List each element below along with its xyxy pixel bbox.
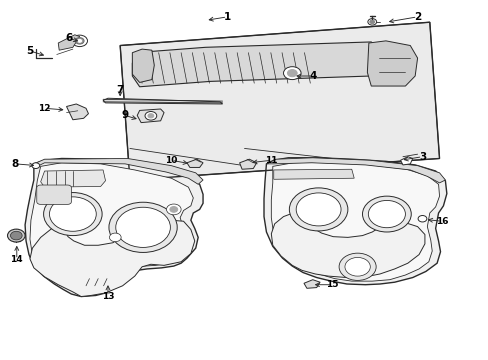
Polygon shape	[186, 159, 203, 167]
Circle shape	[344, 257, 369, 276]
Circle shape	[287, 69, 297, 77]
Text: 1: 1	[224, 12, 231, 22]
Polygon shape	[400, 157, 412, 165]
Polygon shape	[271, 213, 424, 278]
Circle shape	[72, 35, 87, 46]
Polygon shape	[366, 41, 417, 86]
Circle shape	[283, 67, 301, 80]
Polygon shape	[30, 215, 194, 297]
Circle shape	[109, 202, 177, 252]
Polygon shape	[239, 159, 256, 169]
Circle shape	[166, 204, 181, 215]
Circle shape	[116, 207, 170, 247]
Circle shape	[43, 193, 102, 235]
Polygon shape	[34, 158, 203, 184]
Polygon shape	[25, 158, 203, 297]
Text: 8: 8	[12, 159, 19, 169]
Circle shape	[301, 197, 335, 222]
Circle shape	[49, 197, 96, 231]
Polygon shape	[304, 280, 320, 288]
Circle shape	[78, 40, 81, 42]
Polygon shape	[271, 162, 439, 281]
Circle shape	[122, 212, 164, 243]
Text: 14: 14	[10, 255, 23, 264]
Circle shape	[338, 253, 375, 280]
Polygon shape	[30, 163, 193, 291]
Circle shape	[169, 207, 177, 212]
Polygon shape	[273, 169, 353, 179]
Circle shape	[7, 229, 25, 242]
Text: 9: 9	[121, 111, 128, 121]
Text: 11: 11	[264, 156, 277, 165]
Circle shape	[145, 112, 157, 120]
Polygon shape	[66, 104, 88, 120]
Circle shape	[148, 114, 154, 118]
Circle shape	[367, 201, 405, 228]
Text: 7: 7	[116, 85, 123, 95]
Polygon shape	[41, 170, 105, 187]
Circle shape	[362, 196, 410, 232]
Polygon shape	[132, 42, 378, 87]
Circle shape	[75, 38, 84, 44]
Circle shape	[109, 233, 121, 242]
Text: 2: 2	[413, 12, 420, 22]
Circle shape	[296, 193, 340, 226]
Text: 16: 16	[435, 217, 447, 226]
Circle shape	[417, 216, 426, 222]
Polygon shape	[266, 158, 445, 183]
Circle shape	[289, 188, 347, 231]
Polygon shape	[264, 158, 446, 285]
Text: 10: 10	[165, 156, 177, 165]
Circle shape	[369, 20, 374, 24]
Polygon shape	[132, 49, 154, 82]
Text: 3: 3	[418, 152, 425, 162]
Circle shape	[10, 231, 22, 240]
Polygon shape	[120, 22, 439, 180]
Polygon shape	[137, 109, 163, 123]
Text: 4: 4	[308, 71, 316, 81]
Text: 15: 15	[325, 280, 338, 289]
Text: 6: 6	[65, 33, 72, 43]
Text: 5: 5	[26, 46, 34, 56]
Polygon shape	[58, 35, 80, 50]
Circle shape	[54, 201, 91, 228]
Text: 12: 12	[38, 104, 51, 113]
Circle shape	[32, 163, 40, 168]
Circle shape	[367, 19, 376, 25]
Polygon shape	[103, 98, 222, 104]
Text: 13: 13	[102, 292, 114, 301]
Circle shape	[372, 204, 400, 224]
FancyBboxPatch shape	[37, 185, 71, 204]
